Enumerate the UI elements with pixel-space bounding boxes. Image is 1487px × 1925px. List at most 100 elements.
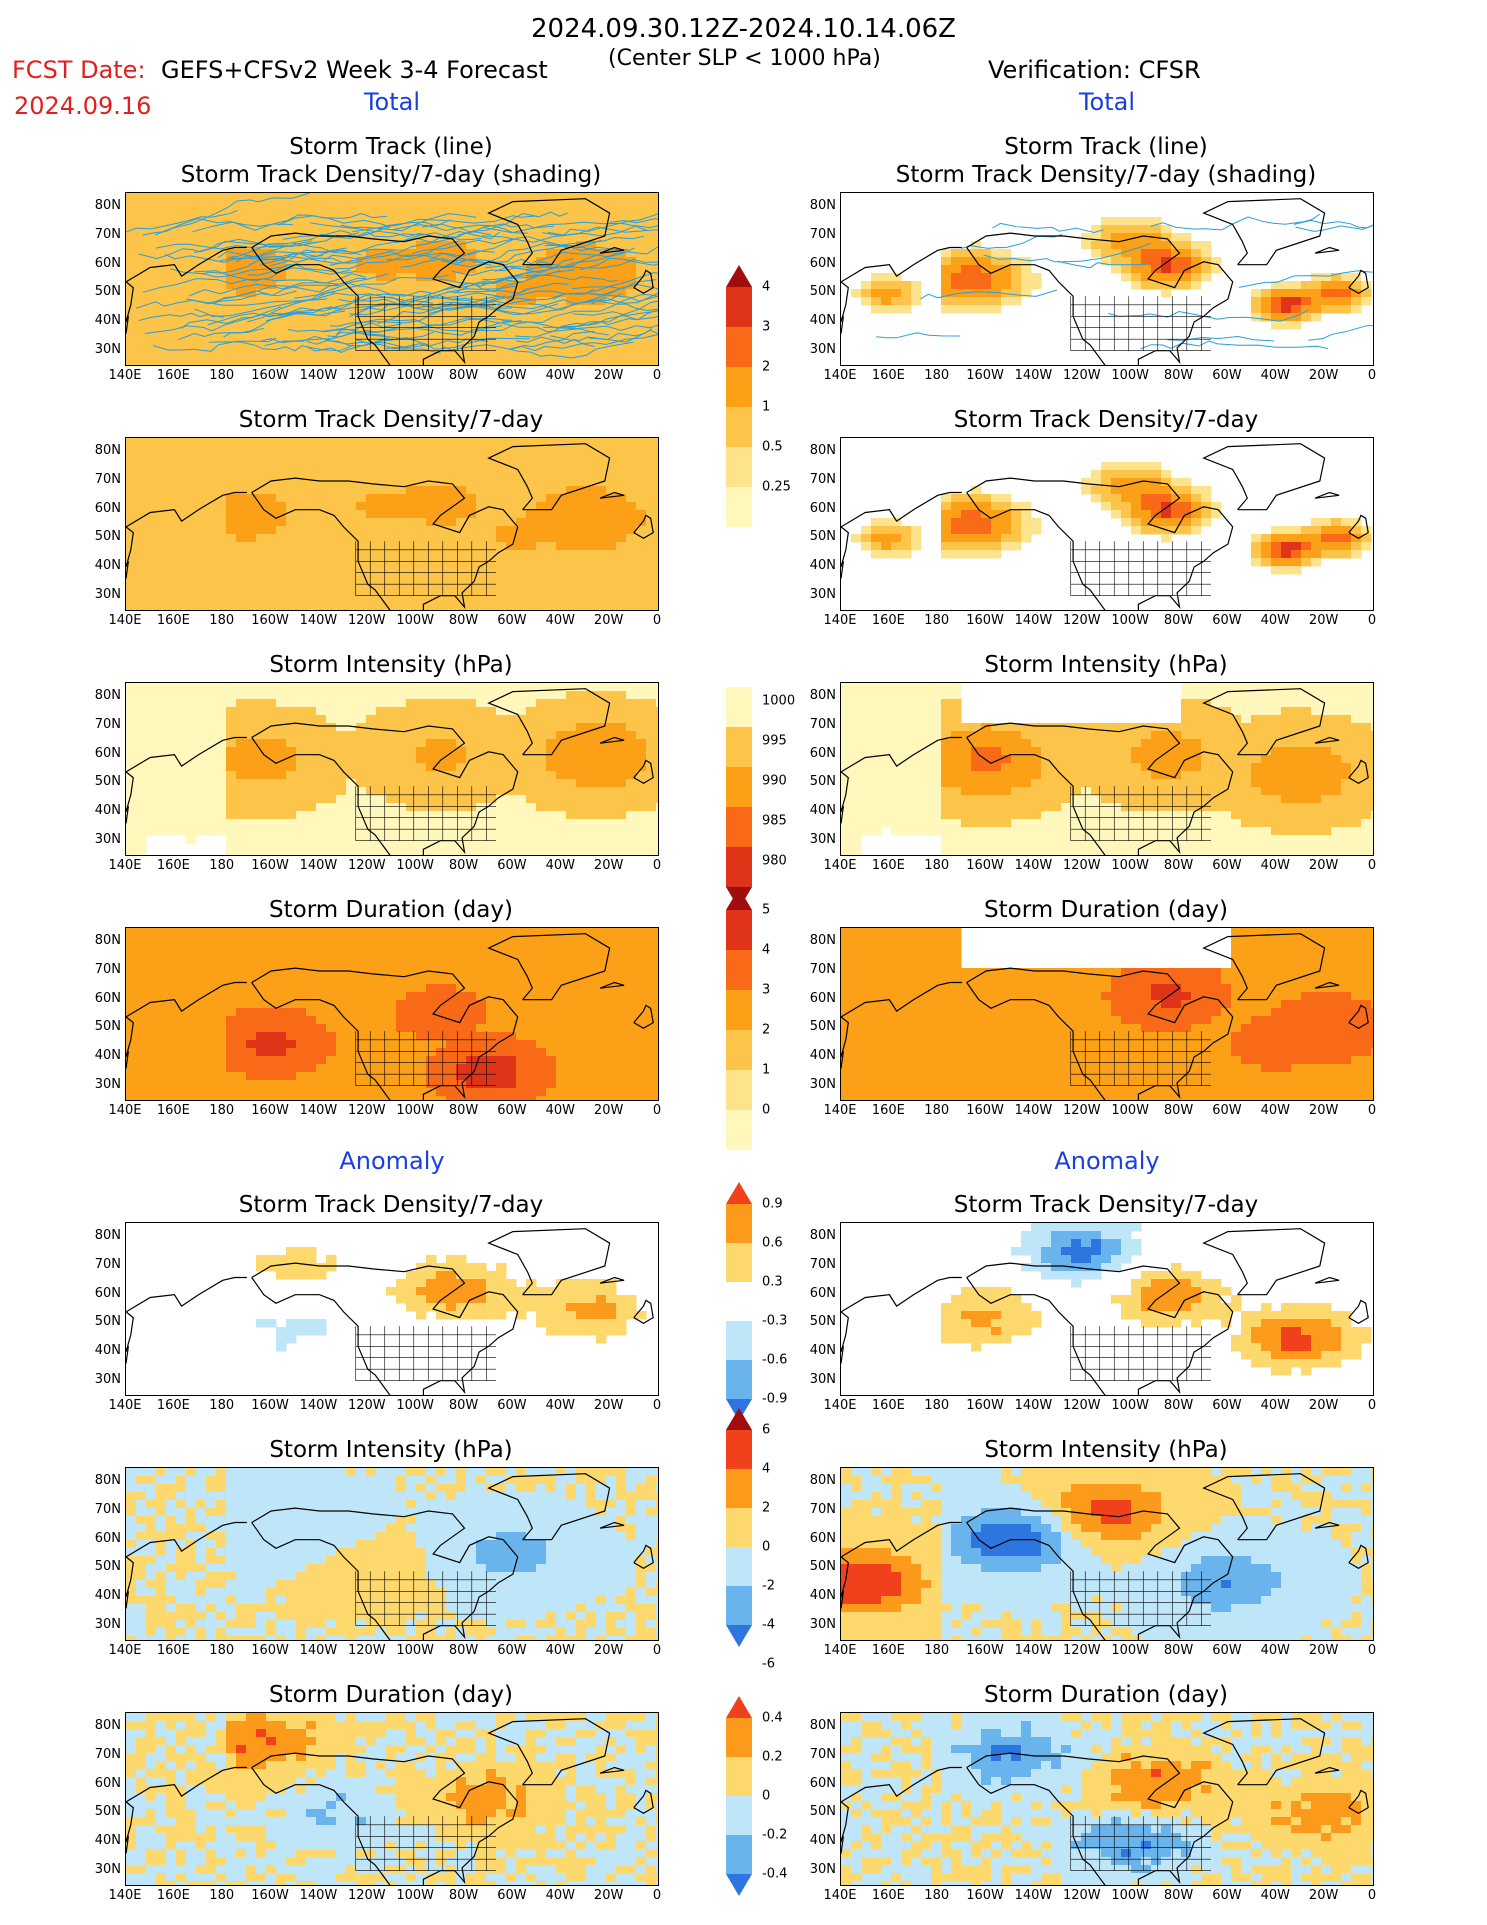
heat-cell (586, 851, 597, 855)
heat-cell (1021, 739, 1032, 748)
heat-cell (556, 518, 567, 527)
heat-cell (436, 851, 447, 855)
heat-cell (436, 771, 447, 780)
heat-cell (861, 811, 872, 820)
heat-cell (246, 827, 257, 836)
heat-cell (326, 851, 337, 855)
heat-cell (176, 241, 187, 250)
coastline (633, 269, 654, 294)
heat-cell (346, 803, 357, 812)
heat-cell (1121, 723, 1132, 732)
heat-cell (446, 803, 457, 812)
heat-cell (1141, 827, 1152, 836)
heat-cell (436, 486, 447, 495)
lon-tick-label: 40W (545, 613, 575, 628)
heat-cell (376, 574, 387, 583)
heat-cell (1061, 723, 1072, 732)
heat-cell (386, 723, 397, 732)
heat-cell (596, 550, 607, 559)
heat-cell (891, 723, 902, 732)
heat-cell (186, 526, 197, 535)
heat-cell (1271, 313, 1282, 322)
heat-cell (296, 723, 307, 732)
heat-cell (636, 582, 647, 591)
heat-cell (196, 755, 207, 764)
heat-cell (246, 691, 257, 700)
heat-cell (536, 598, 547, 607)
heat-cell (266, 321, 277, 330)
heat-cell (406, 502, 417, 511)
heat-cell (556, 542, 567, 551)
heat-cell (326, 249, 337, 258)
heat-cell (931, 787, 942, 796)
heat-cell (546, 574, 557, 583)
heat-cell (336, 606, 347, 610)
heat-cell (216, 558, 227, 567)
heat-cell (626, 731, 637, 740)
heat-cell (1341, 289, 1352, 298)
heat-cell (306, 510, 317, 519)
heat-cell (296, 558, 307, 567)
heat-cell (646, 707, 657, 716)
heat-cell (1051, 739, 1062, 748)
heat-cell (1141, 747, 1152, 756)
heat-cell (1301, 289, 1312, 298)
heat-cell (576, 241, 587, 250)
heat-cell (496, 534, 507, 543)
heat-cell (346, 590, 357, 599)
heat-cell (646, 257, 657, 266)
heat-cell (366, 683, 377, 692)
heat-cell (1171, 747, 1182, 756)
heat-cell (596, 771, 607, 780)
heat-cell (326, 478, 337, 487)
heat-cell (1001, 851, 1012, 855)
heat-cell (941, 755, 952, 764)
heat-cell (971, 723, 982, 732)
heat-cell (1111, 723, 1122, 732)
heat-cell (186, 257, 197, 266)
heat-cell (366, 446, 377, 455)
heat-cell (276, 209, 287, 218)
heat-cell (1311, 281, 1322, 290)
heat-cell (1181, 273, 1192, 282)
heat-cell (346, 289, 357, 298)
heat-cell (156, 297, 167, 306)
heat-cell (891, 739, 902, 748)
heat-cell (646, 699, 657, 708)
heat-cell (486, 843, 497, 852)
storm-track-line (482, 225, 648, 243)
heat-cell (1321, 542, 1332, 551)
heat-cell (256, 438, 267, 447)
heat-cell (266, 707, 277, 716)
heat-cell (1001, 542, 1012, 551)
heat-cell (1131, 731, 1142, 740)
heat-cell (276, 827, 287, 836)
heat-cell (316, 486, 327, 495)
heat-cell (366, 438, 377, 447)
heat-cell (266, 763, 277, 772)
heat-cell (416, 606, 427, 610)
heat-cell (386, 747, 397, 756)
heat-cell (556, 763, 567, 772)
heat-cell (356, 446, 367, 455)
heat-cell (486, 795, 497, 804)
heat-cell (546, 193, 557, 202)
heat-cell (236, 281, 247, 290)
heat-cell (226, 361, 237, 365)
heat-cell (286, 217, 297, 226)
heat-cell (416, 201, 427, 210)
heat-cell (216, 446, 227, 455)
lon-tick-label: 60W (1212, 613, 1242, 628)
heat-cell (136, 582, 147, 591)
coastline (487, 443, 611, 511)
heat-cell (981, 249, 992, 258)
heat-cell (586, 574, 597, 583)
heat-cell (566, 502, 577, 511)
heat-cell (596, 321, 607, 330)
heat-cell (1021, 843, 1032, 852)
heat-cell (486, 542, 497, 551)
heat-cell (236, 707, 247, 716)
heat-cell (991, 851, 1002, 855)
heat-cell (526, 851, 537, 855)
heat-cell (236, 574, 247, 583)
